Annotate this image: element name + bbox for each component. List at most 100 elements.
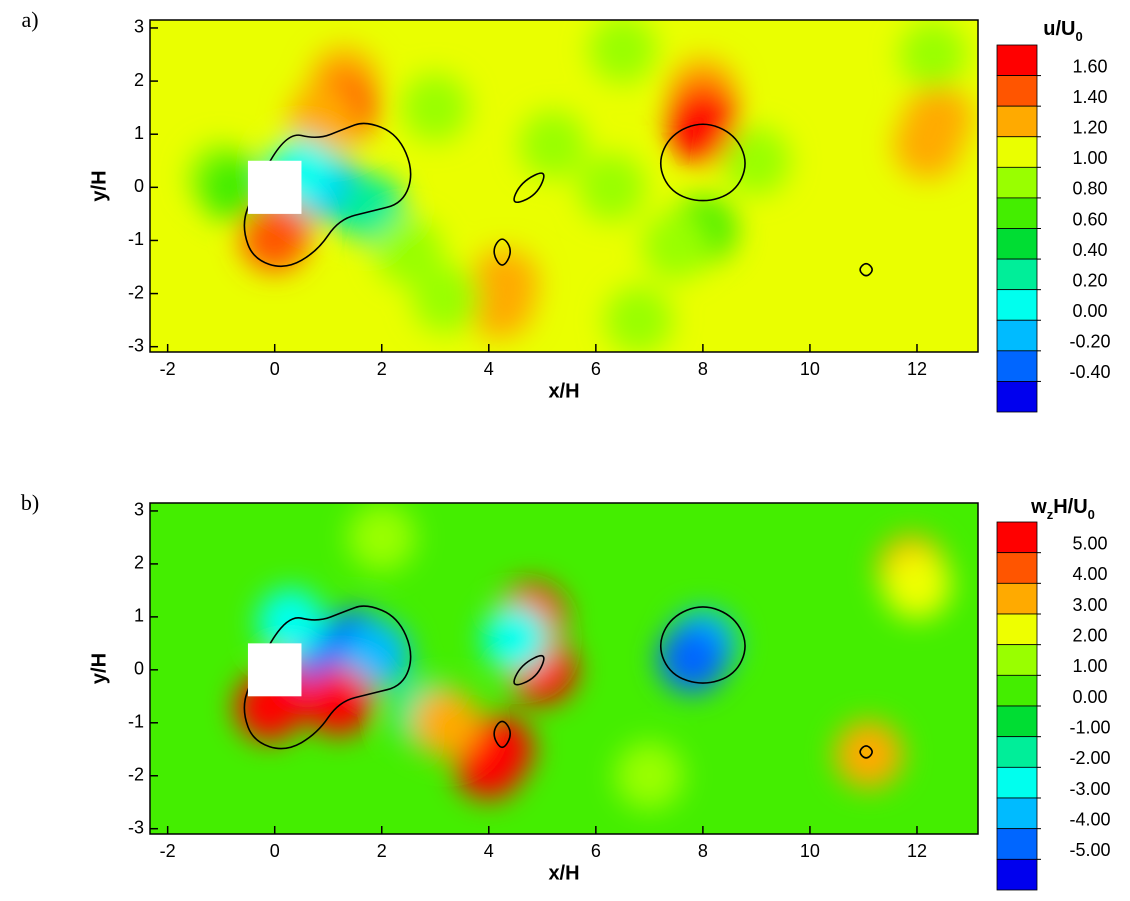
vortex-outline (493, 720, 512, 749)
colorbar-swatch (996, 105, 1038, 138)
x-tick-label: 4 (484, 359, 494, 379)
field-blob (519, 110, 588, 179)
x-tick-label: 2 (377, 841, 387, 861)
vortex-outline (859, 745, 873, 759)
colorbar-label: 0.40 (1072, 240, 1107, 260)
colorbar-swatch (996, 858, 1038, 891)
y-axis-title: y/H (88, 653, 110, 684)
colorbar-label: 1.00 (1072, 656, 1107, 676)
plot-area (150, 503, 978, 834)
colorbar-swatch (996, 228, 1038, 260)
colorbar-swatch (996, 350, 1038, 382)
x-tick-label: 10 (800, 841, 820, 861)
x-tick-label: -2 (160, 359, 176, 379)
y-tick-label: -1 (128, 712, 144, 732)
x-tick-label: 0 (270, 359, 280, 379)
colorbar-title: u/U0 (1043, 18, 1082, 44)
field-blob (401, 73, 470, 142)
x-tick-label: 6 (591, 359, 601, 379)
colorbar-swatch (996, 674, 1038, 707)
vortex-outline (659, 606, 746, 684)
colorbar-swatch (996, 381, 1038, 413)
y-tick-label: -1 (128, 229, 144, 249)
field-blob (658, 625, 727, 694)
colorbar-label: 5.00 (1072, 533, 1107, 553)
colorbar-label: 3.00 (1072, 595, 1107, 615)
colorbar-label: 1.20 (1072, 118, 1107, 138)
colorbar-label: -3.00 (1069, 779, 1110, 799)
colorbar-label: 0.00 (1072, 687, 1107, 707)
vortex-outline (513, 172, 545, 203)
colorbar-label: -4.00 (1069, 809, 1110, 829)
x-tick-label: 8 (698, 841, 708, 861)
colorbar-title-part: 0 (1075, 29, 1082, 44)
field-blob (304, 667, 373, 736)
colorbar-label: -0.20 (1069, 332, 1110, 352)
y-tick-label: -2 (128, 764, 144, 784)
x-tick-label: 4 (484, 841, 494, 861)
field-blob (411, 688, 480, 757)
colorbar-swatch (996, 552, 1038, 584)
y-tick-label: 0 (134, 659, 144, 679)
colorbar-swatch (996, 136, 1038, 168)
colorbar-label: 4.00 (1072, 564, 1107, 584)
field-blob (588, 20, 657, 84)
field-blob (411, 264, 480, 333)
colorbar-swatch (996, 828, 1038, 860)
plot-area (150, 20, 978, 352)
colorbar-title-part: 0 (1088, 507, 1095, 522)
colorbar-swatch (996, 319, 1038, 352)
x-tick-label: 10 (800, 359, 820, 379)
field-blob (642, 211, 711, 280)
field-blob (347, 503, 416, 572)
field (187, 20, 973, 352)
x-tick-label: 12 (907, 841, 927, 861)
field-blob (240, 203, 309, 272)
colorbar-title-part: w (1030, 496, 1047, 518)
y-tick-label: -3 (128, 335, 144, 355)
x-axis-title: x/H (548, 862, 579, 884)
colorbar-label: 0.80 (1072, 179, 1107, 199)
colorbar-swatch (996, 258, 1038, 291)
colorbar-swatch (996, 289, 1038, 321)
field-blob (342, 619, 411, 688)
colorbar-label: -0.40 (1069, 362, 1110, 382)
x-tick-label: 6 (591, 841, 601, 861)
field-blob (834, 720, 903, 789)
field (235, 503, 951, 810)
field-blob (288, 84, 357, 153)
x-axis-title: x/H (548, 380, 579, 402)
panel-label: a) (21, 7, 38, 32)
colorbar-label: -1.00 (1069, 717, 1110, 737)
body (247, 160, 302, 214)
colorbar-swatch (996, 644, 1038, 676)
field-blob (577, 153, 646, 222)
x-tick-label: 0 (270, 841, 280, 861)
y-tick-label: 0 (134, 176, 144, 196)
colorbar-swatch (996, 797, 1038, 830)
plot-frame (149, 502, 979, 835)
vortex-outline (243, 122, 412, 268)
colorbar-title-part: u/U (1043, 18, 1075, 40)
colorbar-label: 0.00 (1072, 301, 1107, 321)
field-blob (470, 248, 539, 317)
x-tick-label: 2 (377, 359, 387, 379)
colorbar-label: 1.40 (1072, 87, 1107, 107)
colorbar-swatch (996, 521, 1038, 554)
vortex-outline (493, 238, 512, 266)
colorbar-label: 1.00 (1072, 148, 1107, 168)
vortex-outline (243, 605, 412, 750)
field-blob (615, 741, 684, 810)
vortex-outline (659, 123, 746, 202)
colorbar-swatch (996, 766, 1038, 799)
body (247, 643, 302, 697)
colorbar-title: wzH/U0 (1030, 496, 1095, 522)
colorbar-label: 2.00 (1072, 625, 1107, 645)
colorbar-title-part: z (1047, 507, 1054, 522)
y-tick-label: 2 (134, 553, 144, 573)
colorbar-label: 0.20 (1072, 270, 1107, 290)
colorbar-label: -5.00 (1069, 840, 1110, 860)
colorbar-title-part: H/U (1053, 496, 1087, 518)
y-tick-label: -3 (128, 817, 144, 837)
